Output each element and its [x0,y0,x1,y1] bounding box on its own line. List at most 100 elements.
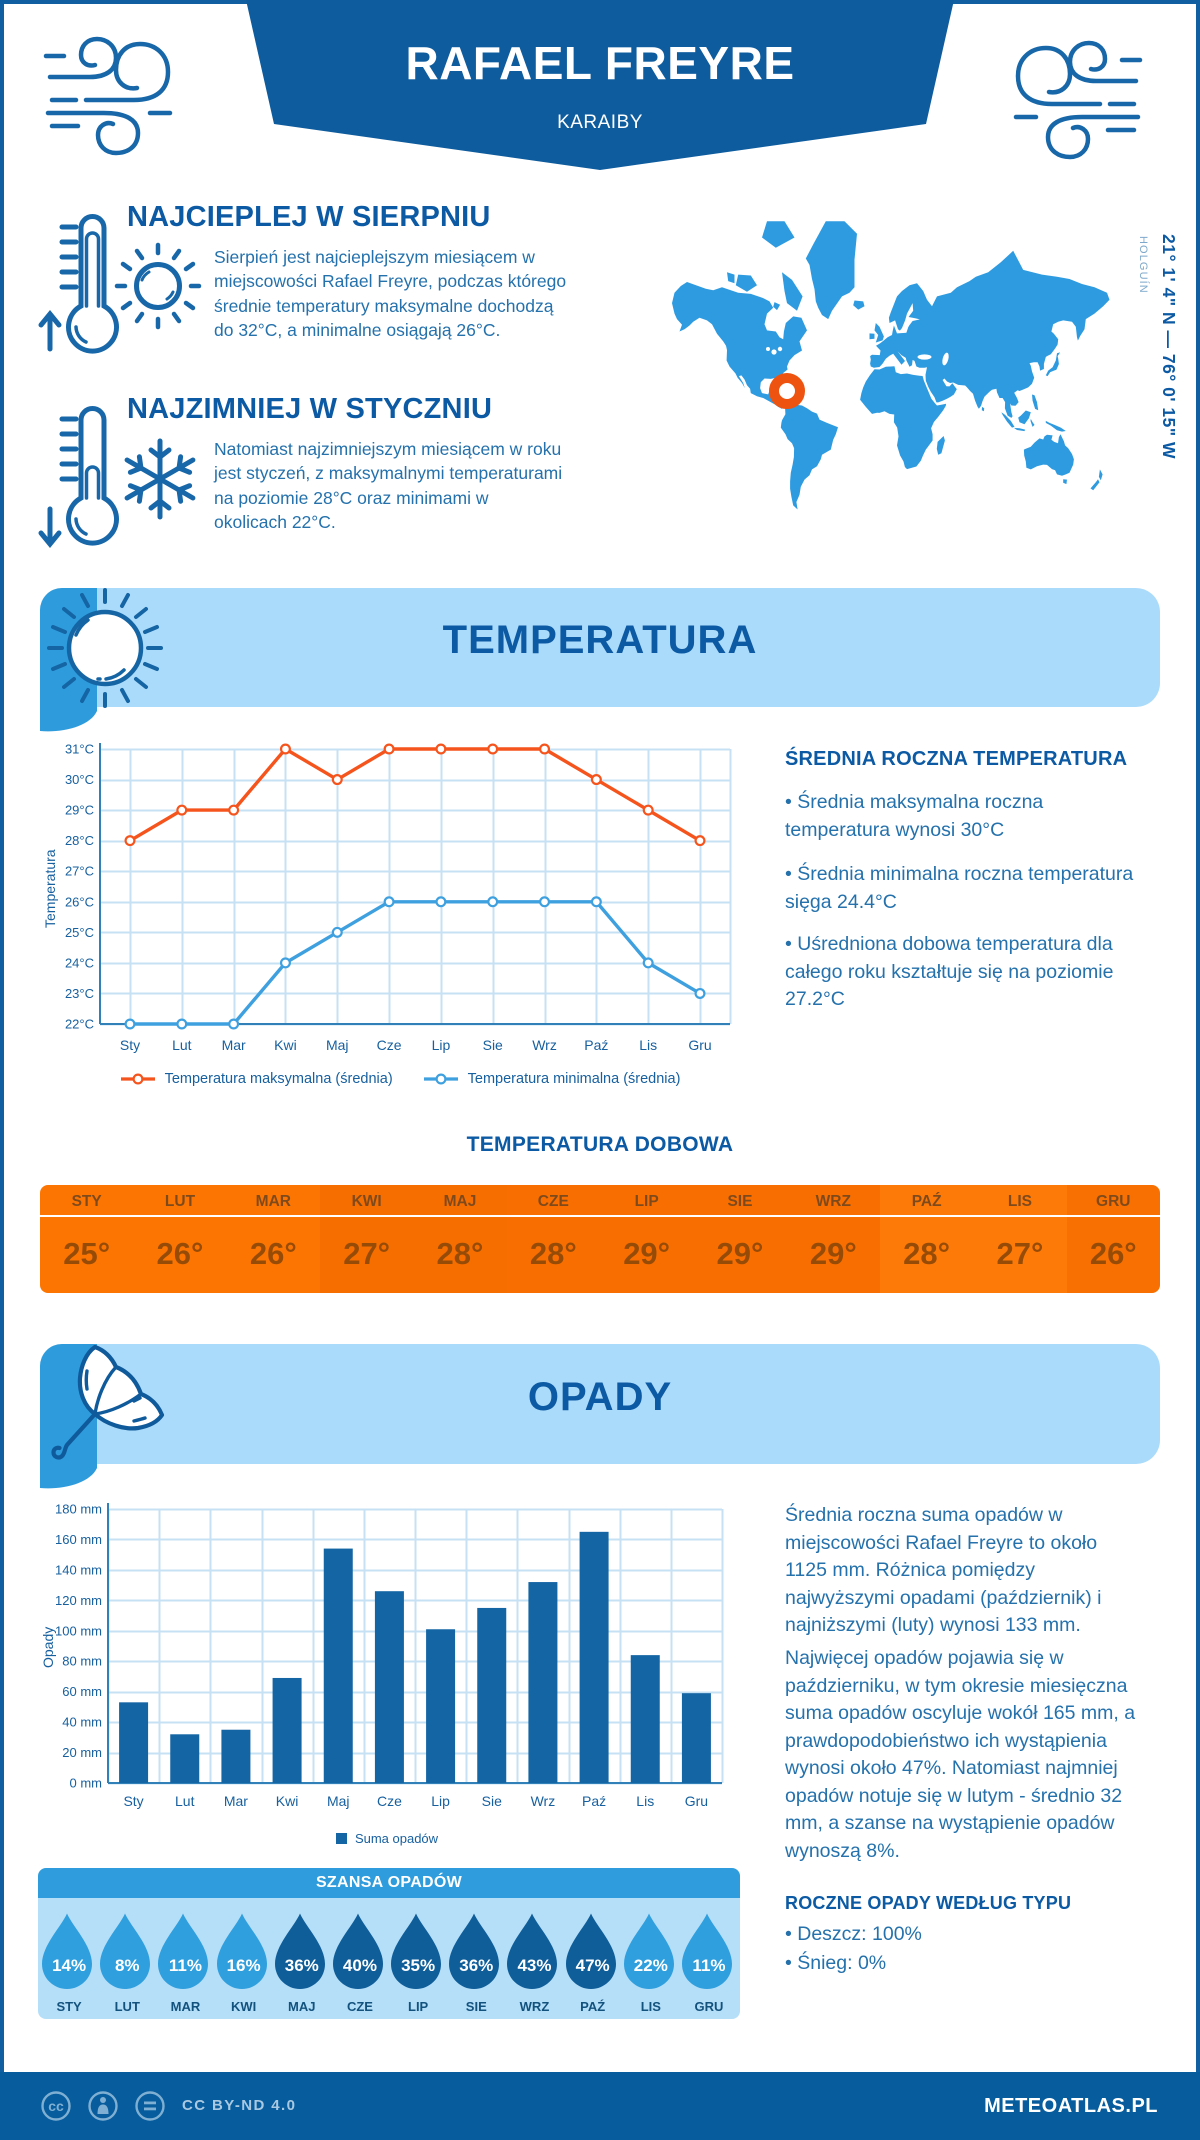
daily-temp-month: SIE [693,1185,787,1217]
decorative-shape [120,688,130,703]
chance-percentage: 14% [52,1956,87,1975]
y-tick-label: 31°C [65,742,94,757]
x-tick-label: Cze [377,1037,402,1053]
daily-temp-month: PAŹ [879,1185,974,1217]
decorative-shape [148,438,172,482]
x-tick-label: Kwi [276,1793,299,1809]
data-point [383,743,395,755]
chance-month: LUT [114,1998,140,2014]
decorative-shape [93,1392,143,1416]
landmass-africa [860,366,947,470]
decorative-shape [80,688,90,703]
legend-item-max: Temperatura maksymalna (średnia) [120,1071,393,1087]
x-tick-label: Kwi [274,1037,297,1053]
landmass-ellesmere [762,221,795,248]
x-tick-label: Gru [688,1037,711,1053]
snowflake-icon [124,438,196,520]
y-tick-label: 26°C [65,894,94,909]
y-tick-label: 20 mm [62,1745,102,1760]
no-derivatives-icon [135,2091,165,2121]
x-tick-label: Paź [584,1037,608,1053]
decorative-shape [38,310,62,352]
water-drop-icon [100,1913,151,1990]
decorative-shape [83,41,171,103]
y-tick-label: 80 mm [62,1654,102,1669]
decorative-shape [171,248,182,261]
decorative-shape [449,1913,500,1990]
data-point [694,987,706,999]
footer: cc CC BY-ND 4.0 METEOATLAS.PL [0,2072,1200,2140]
legend-max-label: Temperatura maksymalna (średnia) [164,1071,393,1087]
x-tick-label: Gru [685,1793,708,1809]
x-tick-label: Lip [432,1037,451,1053]
decorative-shape [143,625,159,634]
chance-percentage: 35% [401,1956,436,1975]
data-point [228,1018,240,1030]
y-tick-label: 100 mm [55,1623,102,1638]
bar-sty [119,1702,149,1783]
decorative-shape [80,593,90,608]
world-map [672,221,1110,510]
daily-temperature-heading: TEMPERATURA DOBOWA [466,1133,734,1156]
decorative-shape [84,231,101,308]
decorative-shape [672,221,1110,510]
y-tick-label: 160 mm [55,1532,102,1547]
data-point [487,896,499,908]
decorative-shape [124,454,163,482]
decorative-shape [165,290,175,301]
decorative-shape [127,454,144,475]
license-label[interactable]: CC BY-ND 4.0 [182,2097,297,2114]
decorative-shape [148,447,172,461]
data-point [331,774,343,786]
data-point [435,743,447,755]
landmass-sulawesi [1030,418,1035,427]
legend-item-min: Temperatura minimalna (średnia) [423,1071,680,1087]
chance-month: SIE [465,1998,487,2014]
x-tick-label: Lut [175,1793,195,1809]
precipitation-paragraph-2: Najwięcej opadów pojawia się w październ… [785,1647,1136,1862]
landmass-madagascar [936,436,945,455]
brand-label[interactable]: METEOATLAS.PL [984,2095,1158,2117]
decorative-shape [157,476,196,504]
decorative-shape [1045,114,1141,160]
landmass-sri-lanka [981,406,985,412]
decorative-shape [623,1913,674,1990]
chance-percentage: 8% [114,1956,140,1975]
decorative-shape [132,1416,147,1423]
bar-wrz [528,1582,558,1783]
x-tick-label: Sty [120,1037,140,1053]
decorative-shape [766,347,770,351]
daily-temp-month: LUT [133,1185,227,1217]
wind-icon [43,36,173,156]
daily-temp-month: STY [40,1185,134,1217]
decorative-shape [134,248,145,261]
daily-temp-month: LIP [599,1185,694,1217]
cc-license-icons[interactable]: cc [40,2090,170,2122]
landmass-south-america [780,403,838,510]
bar-lip [426,1629,456,1783]
chance-month: GRU [694,1998,724,2014]
chance-cell-kwi: 16% KWI [215,1912,273,2019]
data-point [539,743,551,755]
bar-sie [477,1607,507,1783]
decorative-shape [62,607,76,619]
temperature-chart-legend: Temperatura maksymalna (średnia) Tempera… [60,1071,740,1087]
chance-percentage: 36% [284,1956,319,1975]
water-drop-icon [216,1913,267,1990]
temperature-section-title: TEMPERATURA [442,618,758,662]
x-tick-label: Sie [483,1037,503,1053]
legend-bar-marker [335,1833,347,1844]
daily-temp-column: STY 25° [40,1185,134,1293]
landmass-new-guinea [1045,420,1066,432]
landmass-australia [1023,434,1074,476]
precipitation-section-title: OPADY [527,1375,673,1419]
data-point [124,1018,136,1030]
decorative-shape [274,1913,325,1990]
cc-icon [41,2091,71,2121]
precipitation-type-bullet-1: • Deszcz: 100% [785,1923,922,1945]
landmass-banks-island [727,272,735,284]
daily-temp-value: 26° [249,1236,297,1271]
landmass-baffin [782,272,803,311]
